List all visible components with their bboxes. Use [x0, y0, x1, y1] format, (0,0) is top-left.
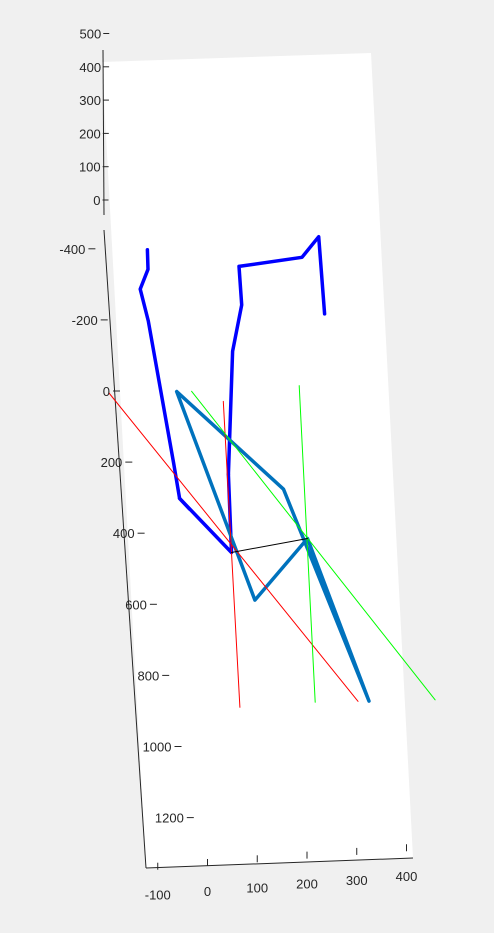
y-tick-label: 1000 — [143, 740, 172, 755]
x-tick-label: 300 — [346, 873, 368, 888]
z-tick-label: 200 — [79, 126, 101, 141]
z-axis-line — [102, 49, 105, 216]
y-tick-label: 200 — [101, 455, 123, 470]
tick-labels: -100 0 100 200 300 400 -400 -200 0 200 400 600 800 10… — [59, 27, 417, 903]
axes-background — [102, 53, 413, 868]
x-tick-label: -100 — [145, 888, 171, 903]
y-tick-label: -400 — [59, 242, 85, 257]
tick-marks — [88, 33, 407, 870]
series-layer — [108, 234, 436, 708]
y-axis-line — [103, 229, 147, 869]
x-tick-label: 200 — [296, 877, 318, 892]
series-line-7 — [298, 385, 316, 703]
series-line-8 — [231, 538, 308, 553]
z-tick-label: 0 — [93, 193, 100, 208]
z-tick-label: 500 — [80, 27, 102, 42]
y-tick-label: 0 — [103, 384, 110, 399]
x-axis-line — [145, 857, 414, 869]
y-tick-label: -200 — [72, 313, 98, 328]
z-tick-label: 100 — [79, 160, 101, 175]
y-tick-label: 1200 — [155, 811, 184, 826]
series-line-3 — [174, 389, 371, 703]
z-tick-label: 300 — [79, 93, 101, 108]
series-line-5 — [222, 400, 241, 708]
series-line-6 — [191, 390, 436, 701]
z-tick-label: 400 — [79, 60, 101, 75]
y-tick-label: 800 — [137, 668, 159, 683]
axis-lines — [102, 49, 414, 869]
x-tick-label: 400 — [396, 869, 418, 884]
y-tick-label: 600 — [125, 597, 147, 612]
series-line-4 — [108, 392, 359, 702]
x-tick-label: 100 — [246, 880, 268, 895]
y-tick-label: 400 — [113, 526, 135, 541]
x-tick-label: 0 — [204, 884, 211, 899]
series-line-1 — [226, 234, 327, 477]
